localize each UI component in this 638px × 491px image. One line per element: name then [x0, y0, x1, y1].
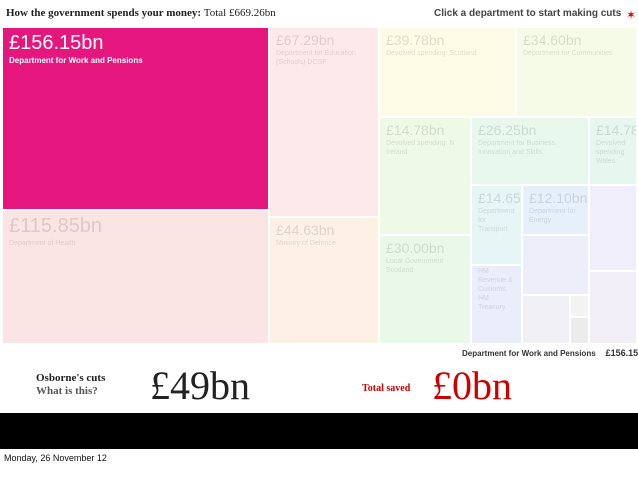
department-tile[interactable]: £115.85bn Department of Health [3, 211, 270, 345]
department-tile[interactable]: HM Revenue & Customs, HM Treasury [472, 266, 523, 345]
small-tile[interactable] [571, 318, 590, 345]
tile-name: Devolved spending: Scotland [386, 50, 477, 57]
tile-amount: £14.78bn [386, 122, 445, 138]
tile-amount: £39.78bn [386, 32, 445, 48]
small-tile[interactable] [571, 296, 590, 318]
department-tile[interactable]: £14.65bn Department for Transport [472, 186, 523, 266]
header: How the government spends your money: To… [0, 0, 638, 28]
tile-name: Department for Business, Innovation and … [478, 140, 557, 156]
department-tile[interactable]: £156.15bn Department for Work and Pension… [3, 28, 270, 211]
small-tile[interactable] [590, 272, 638, 345]
tile-name: Department for Work and Pensions [9, 56, 143, 65]
footer-date: Monday, 26 November 12 [4, 453, 107, 463]
tile-name: Department for Energy [529, 208, 576, 224]
department-tile[interactable]: £39.78bn Devolved spending: Scotland [380, 28, 517, 118]
cuts-link[interactable]: What is this? [36, 385, 98, 397]
tile-amount: £115.85bn [9, 215, 103, 237]
department-tile[interactable]: £44.63bn Ministry of Defence [270, 218, 380, 345]
total: Total £669.26bn [203, 7, 276, 19]
ticker-name: Department for Work and Pensions [462, 349, 596, 358]
title: How the government spends your money: [6, 7, 202, 19]
tile-name: Department for Transport [478, 208, 515, 233]
small-tile[interactable] [523, 296, 571, 345]
tile-name: Devolved spending Wales [596, 140, 626, 165]
header-title: How the government spends your money: To… [6, 7, 276, 19]
tile-name: Devolved spending: N Ireland [386, 140, 455, 156]
department-tile[interactable]: £12.10bn Department for Energy [523, 186, 590, 236]
tile-amount: £34.60bn [523, 32, 582, 48]
tile-amount: £67.29bn [276, 32, 335, 48]
department-tile[interactable]: £14.78bn Devolved spending Wales [590, 118, 638, 186]
saved-label: Total saved [362, 383, 411, 394]
arrow-icon: ✶ [626, 8, 637, 22]
saved-amount: £0bn [432, 363, 512, 408]
tile-name: Department of Health [9, 240, 76, 247]
department-tile[interactable]: £26.25bn Department for Business, Innovat… [472, 118, 590, 186]
small-tile[interactable] [590, 186, 638, 272]
tile-amount: £14.65bn [478, 190, 521, 206]
cuts-title: Osborne's cuts [36, 372, 106, 384]
ticker: Department for Work and Pensions £156.15 [462, 348, 638, 358]
tile-name: Local Government Scotland [386, 258, 444, 274]
department-tile[interactable]: £14.78bn Devolved spending: N Ireland [380, 118, 472, 236]
instruction: Click a department to start making cuts [434, 8, 622, 19]
tile-amount: £44.63bn [276, 222, 335, 238]
department-tile[interactable]: £34.60bn Department for Communities [517, 28, 638, 118]
tile-amount: £14.78bn [596, 122, 638, 138]
tile-name: Ministry of Defence [276, 240, 336, 247]
tile-name: Department for Education (Schools) DCSF [276, 50, 356, 66]
cuts-amount: £49bn [150, 363, 250, 408]
tile-amount: £12.10bn [529, 190, 588, 206]
tile-amount: £30.00bn [386, 240, 445, 256]
ticker-amount: £156.15 [605, 348, 638, 358]
tile-name: Department for Communities [523, 50, 613, 57]
department-tile[interactable]: £67.29bn Department for Education (School… [270, 28, 380, 218]
department-tile[interactable]: £30.00bn Local Government Scotland [380, 236, 472, 345]
tile-amount: £26.25bn [478, 122, 537, 138]
tile-name: HM Revenue & Customs, HM Treasury [478, 268, 513, 311]
small-tile[interactable] [523, 236, 590, 296]
slide-band [0, 413, 638, 449]
tile-amount: £156.15bn [9, 32, 104, 54]
